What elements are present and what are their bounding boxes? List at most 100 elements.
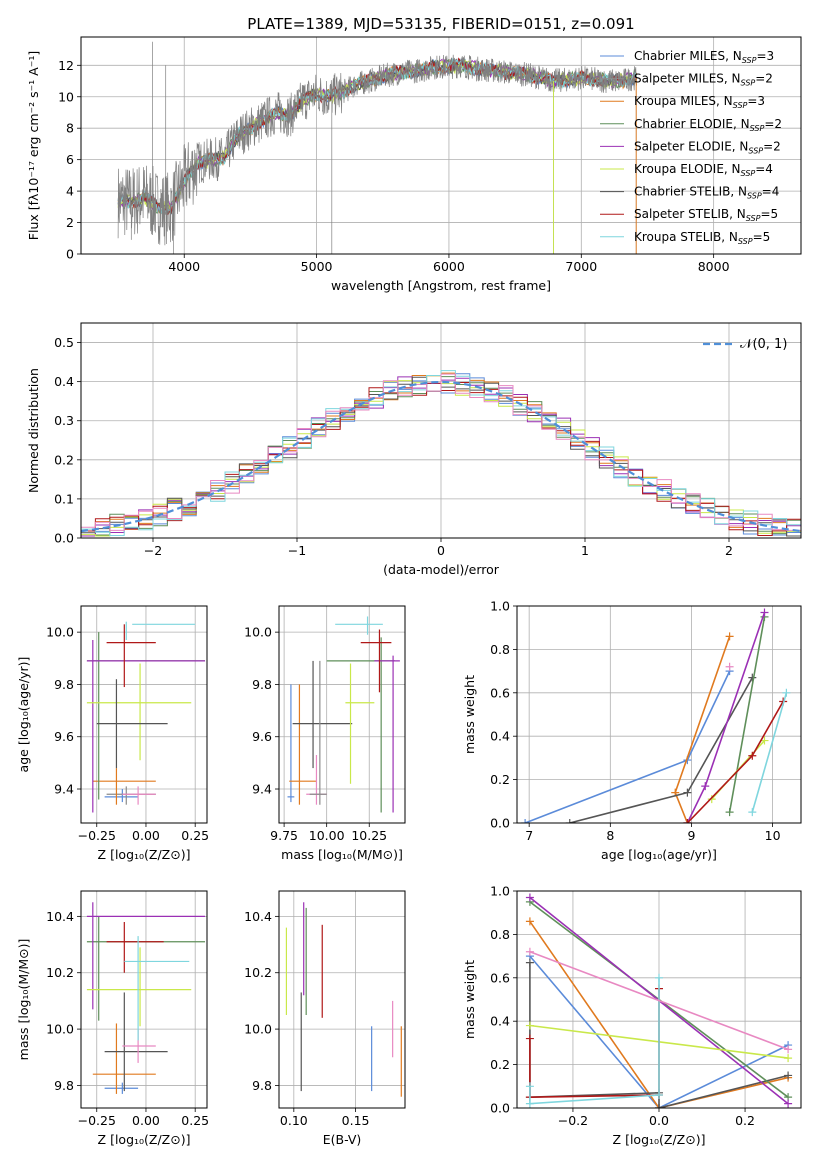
errorbar-point [287, 684, 295, 803]
weight-marker [782, 688, 791, 697]
y-tick-label: 0.0 [490, 816, 510, 831]
x-tick-label: 0.25 [181, 1113, 209, 1128]
observed-spectrum-line [117, 54, 637, 246]
weight-marker [525, 1021, 534, 1030]
x-tick-label: 0.25 [181, 828, 209, 843]
y-tick-label: 2 [66, 215, 74, 230]
mass_vs_EBV-plot-area [285, 902, 402, 1097]
errorbar-point [360, 629, 392, 693]
legend-entry: Chabrier ELODIE, NSSP=2 [634, 117, 782, 133]
axes-frame [278, 890, 406, 1109]
errorbar-point [374, 655, 400, 813]
y-axis-label: mass weight [462, 960, 477, 1039]
errorbar-point [306, 755, 327, 805]
errorbar-point [292, 660, 353, 769]
weight-series [565, 673, 757, 823]
normal-curve [81, 380, 801, 533]
y-tick-label: 10.2 [46, 965, 74, 980]
y-tick-label: 9.4 [252, 782, 272, 797]
y-tick-label: 10.4 [46, 909, 74, 924]
y-tick-label: 0.0 [490, 1101, 510, 1116]
y-tick-label: 10.4 [244, 909, 272, 924]
weight-marker [707, 795, 716, 804]
chart-title: PLATE=1389, MJD=53135, FIBERID=0151, z=0… [247, 15, 634, 33]
x-tick-label: 0.2 [735, 1113, 755, 1128]
y-tick-label: 9.6 [54, 729, 74, 744]
weight-marker [655, 973, 663, 982]
x-axis-label: wavelength [Angstrom, rest frame] [331, 278, 551, 293]
legend-entry: Salpeter ELODIE, NSSP=2 [634, 139, 781, 155]
errorbar-point [86, 947, 192, 1027]
legend-entry: Kroupa MILES, NSSP=3 [634, 94, 765, 110]
weight-line [728, 616, 766, 813]
x-tick-label: 10 [765, 828, 781, 843]
errorbar-point [86, 639, 206, 813]
legend: Chabrier MILES, NSSP=3 Salpeter MILES, NS… [600, 49, 782, 246]
x-tick-label: −2 [144, 543, 162, 558]
weight-marker [525, 1099, 534, 1108]
legend-entry: Chabrier MILES, NSSP=3 [634, 49, 774, 65]
errorbar-point [289, 684, 317, 805]
weight-marker [725, 662, 734, 671]
x-axis-label: E(B-V) [323, 1132, 362, 1147]
y-tick-label: 0.6 [490, 685, 510, 700]
errorbar-point [309, 660, 327, 805]
x-axis-label: Z [log₁₀(Z/Z⊙)] [98, 847, 191, 862]
x-tick-label: 5000 [301, 259, 333, 274]
weight-line [529, 955, 789, 1108]
y-tick-label: 0.0 [54, 531, 74, 546]
errorbar-point [122, 786, 156, 805]
residuals-axes: −2 −1 0 1 2 0.0 0.1 0.2 0.3 0.4 0.5 (data-model)/er… [26, 322, 802, 577]
weight_vs_Z-plot-area [525, 893, 793, 1108]
weight-marker [725, 808, 734, 817]
spectrum-axes: 4000 5000 6000 7000 8000 0 2 4 6 8 10 12 wavelength … [26, 36, 802, 293]
y-tick-label: 10.0 [244, 1022, 272, 1037]
age_vs_mass-axes: 9.75 10.00 10.25 9.4 9.6 9.8 10.0 mass [log₁₀(M… [244, 605, 406, 862]
weight-marker [784, 1054, 793, 1063]
weight-marker [784, 1099, 793, 1108]
x-tick-label: 2 [725, 543, 733, 558]
weight-marker [655, 1104, 663, 1108]
y-tick-label: 0.3 [54, 413, 74, 428]
weight-series [521, 667, 734, 823]
y-tick-label: 10.0 [46, 1022, 74, 1037]
weight-marker [655, 1090, 663, 1099]
age_vs_Z-plot-area [86, 621, 206, 813]
y-axis-label: mass weight [462, 675, 477, 754]
axes-frame [80, 36, 802, 255]
y-tick-label: 8 [66, 121, 74, 136]
weight-marker [784, 1045, 793, 1054]
y-tick-label: 0.4 [490, 1014, 510, 1029]
errorbar-point [106, 922, 164, 973]
y-tick-label: 10.0 [244, 625, 272, 640]
age_vs_mass-plot-area [287, 616, 400, 813]
axes-frame [80, 890, 208, 1109]
x-tick-label: −0.25 [78, 1113, 116, 1128]
weight-marker [683, 788, 692, 797]
errorbar-point [92, 768, 156, 805]
y-tick-label: 10.2 [244, 965, 272, 980]
x-tick-label: 7000 [565, 259, 597, 274]
axes-frame [278, 605, 406, 824]
y-tick-label: 4 [66, 184, 74, 199]
spectrum-plot-area [117, 41, 638, 254]
x-tick-label: 9 [687, 828, 695, 843]
weight-line [529, 951, 789, 1051]
weight-marker [701, 782, 710, 791]
weight-marker [525, 947, 534, 956]
weight-series [525, 973, 663, 1108]
residuals-plot-area [81, 370, 801, 537]
x-axis-label: Z [log₁₀(Z/Z⊙)] [98, 1132, 191, 1147]
y-tick-label: 10 [58, 89, 74, 104]
weight-marker [525, 917, 534, 926]
weight-marker [525, 1082, 534, 1091]
weight-marker [748, 673, 757, 682]
y-tick-label: 0.4 [54, 374, 74, 389]
weight-marker [521, 819, 530, 823]
legend-entry: Kroupa ELODIE, NSSP=4 [634, 162, 773, 178]
y-tick-label: 1.0 [490, 884, 510, 899]
y-tick-label: 0.2 [54, 452, 74, 467]
x-tick-label: 10.25 [351, 828, 387, 843]
y-tick-label: 9.8 [252, 1078, 272, 1093]
